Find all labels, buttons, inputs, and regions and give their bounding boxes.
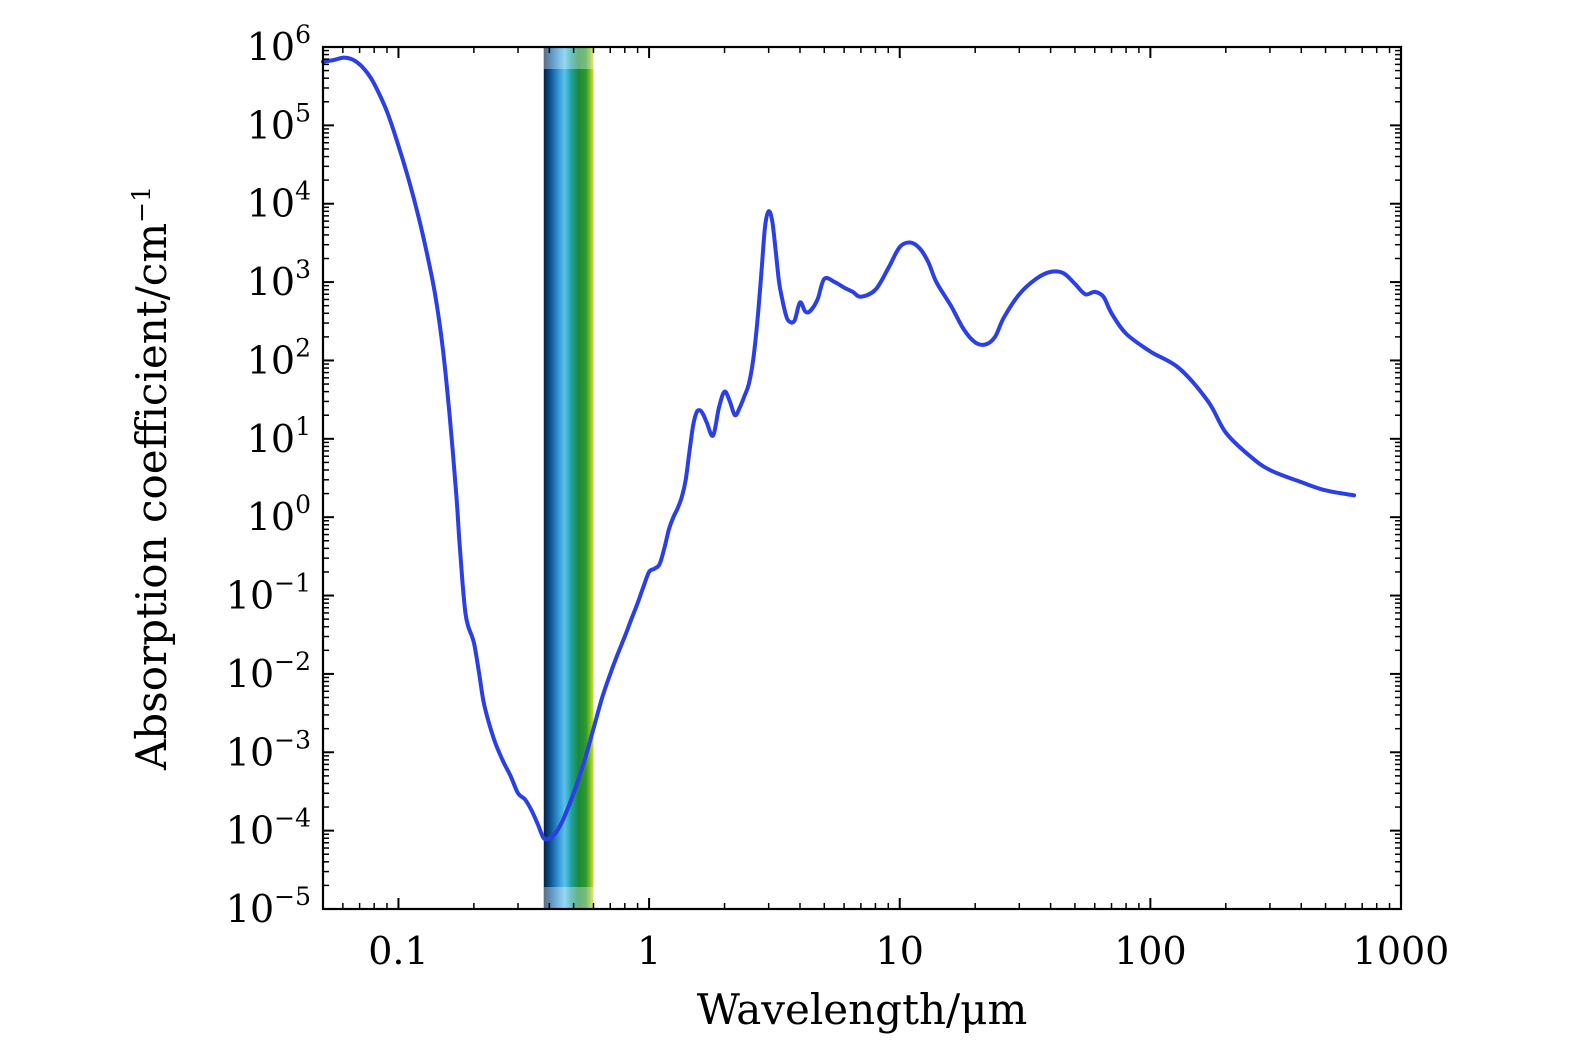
x-tick-label: 1	[637, 929, 661, 973]
y-tick-label: 10−4	[226, 804, 311, 853]
visible-band-rect	[543, 47, 594, 909]
visible-band-top-fade	[543, 47, 594, 69]
y-tick-label: 106	[247, 20, 311, 69]
x-tick-label: 1000	[1353, 929, 1450, 973]
y-tick-label: 104	[247, 177, 311, 226]
tick-labels: 0.1 1 10 100 1000 10−5 10−4 10−3 10−2 10−1 100 101 1…	[226, 20, 1450, 973]
y-tick-label: 10−2	[226, 647, 311, 696]
y-tick-label: 102	[247, 333, 311, 382]
series-line-0	[321, 55, 1357, 842]
x-tick-label: 10	[876, 929, 924, 973]
x-tick-label: 100	[1114, 929, 1187, 973]
y-tick-label: 10−3	[226, 725, 311, 774]
y-tick-label: 10−1	[226, 569, 311, 618]
x-axis-title: Wavelength/μm	[697, 985, 1028, 1034]
x-tick-label: 0.1	[368, 929, 428, 973]
y-axis-title: Absorption coefficient/cm−1	[127, 186, 176, 771]
visible-spectrum-band	[543, 47, 594, 909]
plot-frame	[321, 45, 1403, 911]
axis-ticks	[322, 46, 1402, 910]
series-layer	[321, 55, 1357, 842]
visible-band-bottom-fade	[543, 887, 594, 909]
y-tick-label: 10−5	[226, 882, 311, 931]
y-tick-label: 100	[247, 490, 311, 539]
y-tick-label: 103	[247, 255, 311, 304]
y-tick-label: 101	[247, 412, 311, 461]
y-tick-label: 105	[247, 98, 311, 147]
